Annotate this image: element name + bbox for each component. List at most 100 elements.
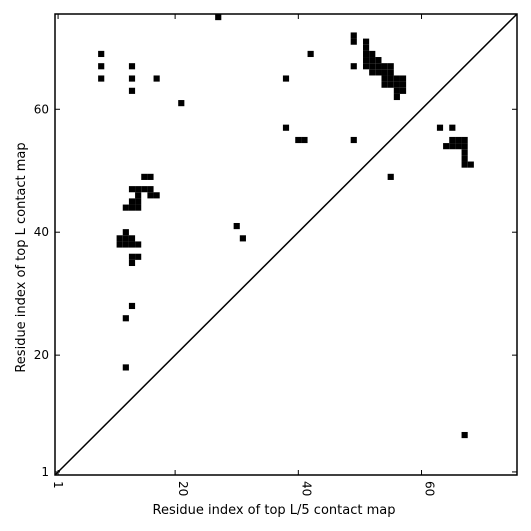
contact-point	[147, 173, 154, 180]
contact-point	[449, 143, 456, 150]
contact-point	[128, 302, 136, 310]
contact-point	[375, 57, 382, 64]
contact-point	[98, 50, 105, 58]
x-tick-label: 1	[51, 481, 65, 489]
contact-point	[215, 14, 222, 21]
contact-point	[381, 63, 388, 70]
contact-point	[350, 32, 357, 39]
contact-point	[387, 63, 394, 70]
contact-point	[350, 136, 357, 144]
diagonal-line	[54, 13, 518, 476]
contact-point	[363, 63, 370, 70]
contact-point	[455, 136, 462, 144]
contact-point	[153, 75, 160, 82]
contact-point	[282, 124, 290, 131]
contact-point	[363, 38, 370, 45]
contact-point	[98, 63, 105, 70]
contact-point	[461, 149, 468, 156]
x-tick-label: 40	[299, 481, 313, 496]
contact-point	[350, 63, 357, 70]
contact-point	[455, 143, 462, 150]
contact-point	[233, 222, 240, 230]
contact-point	[399, 81, 407, 88]
y-axis-label: Residue index of top L contact map	[14, 142, 29, 372]
contact-point	[461, 161, 468, 168]
contact-point	[135, 241, 142, 248]
contact-point	[393, 87, 400, 94]
y-tick-label: 1	[41, 465, 49, 479]
contact-point	[282, 75, 290, 82]
contact-point	[369, 57, 376, 64]
contact-point	[178, 100, 185, 107]
contact-point	[135, 204, 142, 211]
contact-point	[393, 75, 400, 82]
contact-point	[363, 44, 370, 51]
contact-point	[387, 75, 394, 82]
contact-point	[295, 136, 302, 144]
contact-point	[128, 63, 136, 70]
contact-point	[135, 198, 142, 205]
contact-point	[135, 186, 142, 193]
contact-point	[135, 192, 142, 199]
contact-point	[122, 229, 129, 236]
contact-point	[461, 155, 468, 162]
y-tick-label: 60	[34, 102, 49, 116]
contact-point	[153, 192, 160, 199]
contact-point	[128, 235, 136, 242]
contact-point	[387, 173, 394, 180]
contact-point	[128, 241, 136, 248]
contact-point	[122, 235, 129, 242]
contact-point	[443, 143, 450, 150]
contact-point	[128, 259, 136, 267]
x-tick-label: 20	[176, 481, 190, 496]
contact-point	[147, 186, 154, 193]
contact-point	[399, 87, 407, 94]
contact-point	[147, 192, 154, 199]
contact-point	[381, 75, 388, 82]
contact-point	[399, 75, 407, 82]
contact-point	[449, 136, 456, 144]
contact-point	[135, 253, 142, 260]
contact-point	[381, 81, 388, 88]
contact-point	[128, 75, 136, 82]
contact-point	[128, 253, 136, 260]
contact-point	[301, 136, 308, 144]
contact-point	[387, 69, 394, 76]
x-tick-label: 60	[423, 481, 437, 496]
contact-point	[128, 87, 136, 94]
contact-point	[141, 186, 148, 193]
contact-point	[116, 241, 123, 248]
contact-point	[363, 50, 370, 58]
plot-frame	[54, 13, 518, 476]
contact-point	[307, 50, 314, 58]
contact-point	[122, 241, 129, 248]
contact-point	[467, 161, 474, 168]
contact-point	[122, 315, 129, 322]
axis-ticks: 1 20 40 60 1 20 40 60	[34, 14, 517, 496]
contact-point	[369, 50, 376, 58]
contact-points	[98, 14, 474, 439]
contact-point	[122, 364, 129, 371]
contact-point	[461, 143, 468, 150]
contact-point	[369, 63, 376, 70]
contact-point	[128, 204, 136, 211]
contact-point	[393, 93, 400, 101]
contact-point	[128, 186, 136, 193]
contact-point	[350, 38, 357, 45]
contact-point	[381, 69, 388, 76]
contact-point	[436, 124, 444, 131]
contact-point	[98, 75, 105, 82]
contact-point	[122, 204, 129, 211]
contact-point	[128, 198, 136, 205]
contact-point	[116, 235, 123, 242]
contact-point	[375, 69, 382, 76]
contact-point	[375, 63, 382, 70]
y-tick-label: 40	[34, 225, 49, 239]
contact-point	[393, 81, 400, 88]
contact-point	[387, 81, 394, 88]
contact-point	[141, 173, 148, 180]
x-axis-label: Residue index of top L/5 contact map	[153, 503, 396, 518]
contact-point	[363, 57, 370, 64]
contact-point	[461, 136, 468, 144]
